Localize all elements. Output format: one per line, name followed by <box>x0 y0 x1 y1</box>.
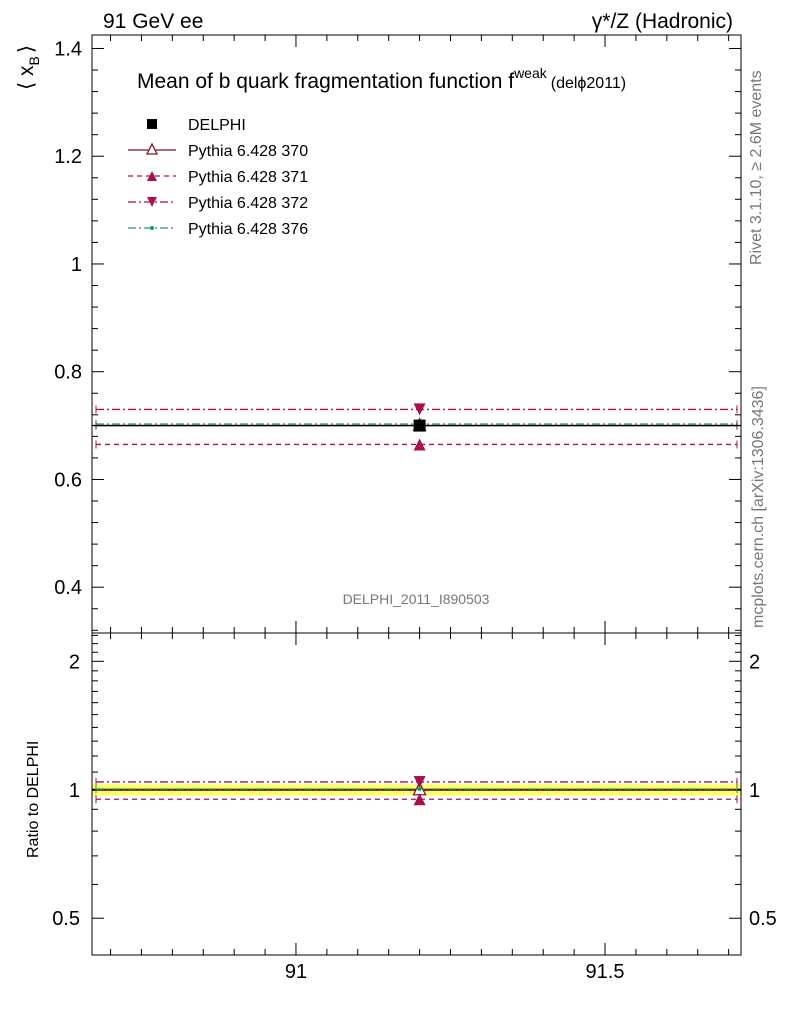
top-series-marker <box>413 419 426 432</box>
legend-marker <box>150 226 154 230</box>
top-y-tick-label: 1.4 <box>54 38 82 60</box>
ratio-y-tick-label: 1 <box>69 780 80 802</box>
top-y-label-end: ⟩ <box>15 45 38 53</box>
top-series-marker <box>413 403 426 416</box>
ratio-series-marker <box>413 775 426 788</box>
ratio-panel-frame <box>91 632 742 956</box>
axes-layer: 0.4 0.6 0.8 1 1.2 1.4 91 91.5 0.5 0.5 1 1 2 2 <box>52 34 777 983</box>
top-y-label-main: ⟨ x <box>15 65 38 90</box>
top-y-tick-label: 0.8 <box>54 362 82 384</box>
analysis-watermark: DELPHI_2011_I890503 <box>343 591 490 607</box>
chart-title-main: Mean of b quark fragmentation function f <box>137 70 514 93</box>
top-y-tick-label: 0.6 <box>54 469 82 491</box>
ratio-series-marker <box>413 793 426 806</box>
chart-title-sup: weak <box>513 65 548 81</box>
legend-marker <box>147 197 157 207</box>
x-tick-label: 91.5 <box>586 961 625 983</box>
legend: DELPHI Pythia 6.428 370 Pythia 6.428 371 Py… <box>128 117 308 238</box>
chart-title: Mean of b quark fragmentation function f… <box>137 65 626 93</box>
top-series-marker <box>413 438 426 451</box>
legend-label: Pythia 6.428 370 <box>188 143 308 160</box>
legend-label: DELPHI <box>188 117 246 134</box>
ratio-y-axis-label: Ratio to DELPHI <box>25 741 42 858</box>
legend-marker <box>145 142 159 155</box>
ratio-y-tick-label: 2 <box>69 651 80 673</box>
top-y-axis-label: ⟨ xB ⟩ <box>15 45 42 90</box>
legend-marker <box>147 171 157 181</box>
legend-label: Pythia 6.428 371 <box>188 169 308 186</box>
legend-marker <box>147 119 157 129</box>
mcplots-info-label: mcplots.cern.ch [arXiv:1306.3436] <box>750 386 767 628</box>
legend-label: Pythia 6.428 372 <box>188 195 308 212</box>
top-y-tick-label: 1 <box>71 254 82 276</box>
header-left-label: 91 GeV ee <box>103 10 203 33</box>
legend-label: Pythia 6.428 376 <box>188 221 308 238</box>
ratio-y-tick-label-right: 2 <box>749 651 760 673</box>
header-right-label: γ*/Z (Hadronic) <box>592 10 733 33</box>
top-y-label-sub: B <box>26 56 42 65</box>
x-tick-label: 91 <box>285 961 307 983</box>
ratio-y-tick-label: 0.5 <box>52 908 80 930</box>
top-y-tick-label: 1.2 <box>54 146 82 168</box>
chart-title-suffix: (delϕ2011) <box>551 75 626 92</box>
data-layer <box>92 403 741 806</box>
rivet-info-label: Rivet 3.1.10, ≥ 2.6M events <box>748 70 765 265</box>
ratio-series-marker <box>417 787 422 792</box>
ratio-y-tick-label-right: 0.5 <box>749 908 777 930</box>
top-y-tick-label: 0.4 <box>54 577 82 599</box>
ratio-y-tick-label-right: 1 <box>749 780 760 802</box>
